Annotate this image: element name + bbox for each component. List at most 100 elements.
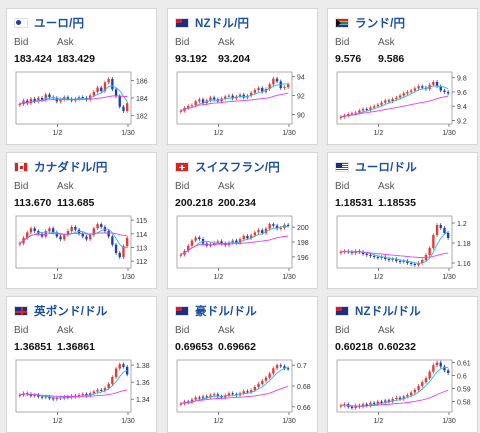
candle-body [51, 228, 55, 233]
y-tick-label: 0.58 [457, 400, 471, 407]
y-tick-label: 0.7 [297, 363, 307, 370]
candle-body [220, 241, 223, 244]
candle-body [253, 232, 257, 236]
candle-body [66, 97, 70, 99]
candle-body [264, 377, 268, 381]
pair-name-link[interactable]: ユーロ/円 [34, 18, 85, 30]
candle-body [111, 78, 114, 90]
candle-body [198, 397, 201, 399]
ma-short-line [180, 225, 289, 256]
rate-card[interactable]: 豪ドル/ドル Bid Ask 0.69653 0.69662 0.7 0.68 0.66 1/2… [167, 296, 318, 433]
candle-body [446, 370, 450, 373]
bid-value: 200.218 [175, 197, 213, 209]
candle-body [413, 88, 417, 91]
y-tick-label: 0.61 [457, 361, 471, 368]
candle-body [253, 387, 257, 391]
candle-body [37, 98, 40, 102]
card-header[interactable]: 英ポンド/ドル [14, 303, 108, 319]
candle-body [51, 398, 55, 400]
x-tick-label: 1/30 [442, 130, 456, 137]
candle-body [81, 394, 84, 396]
y-tick-label: 9.2 [457, 118, 467, 125]
candle-body [421, 260, 424, 263]
ask-label: Ask [378, 37, 395, 48]
y-tick-label: 1.34 [136, 397, 150, 404]
bid-label: Bid [175, 181, 190, 192]
price-chart: 186 184 182 1/2 1/30 [15, 71, 148, 137]
card-header[interactable]: NZドル/円 [175, 15, 249, 31]
candle-body [114, 244, 118, 253]
rate-card[interactable]: NZドル/ドル Bid Ask 0.60218 0.60232 0.61 0.6 0.59 0.… [327, 296, 478, 433]
candle-body [384, 400, 387, 403]
pair-name-link[interactable]: NZドル/ドル [355, 306, 421, 318]
candle-body [55, 397, 59, 400]
x-tick-label: 1/30 [282, 418, 296, 425]
card-header[interactable]: ランド/円 [335, 15, 405, 31]
candle-body [387, 259, 391, 260]
y-tick-label: 92 [297, 94, 305, 101]
flag-ca-icon [14, 162, 28, 172]
pair-name-link[interactable]: ランド/円 [355, 18, 406, 30]
candle-body [48, 94, 51, 98]
candle-body [201, 99, 205, 104]
card-header[interactable]: 豪ドル/ドル [175, 303, 257, 319]
candle-body [63, 235, 66, 240]
ask-value: 0.69662 [218, 341, 256, 353]
y-tick-label: 90 [297, 113, 305, 120]
pair-name-link[interactable]: ユーロ/ドル [355, 162, 417, 174]
rate-card[interactable]: ランド/円 Bid Ask 9.576 9.586 9.8 9.6 9.4 9.2 1/2 1/30 [327, 8, 478, 145]
candle-body [424, 378, 428, 383]
rate-card[interactable]: スイスフラン/円 Bid Ask 200.218 200.234 200 198 196 1/2… [167, 152, 318, 289]
candle-body [275, 225, 279, 229]
bid-value: 9.576 [335, 53, 362, 65]
candle-body [107, 383, 110, 389]
candle-body [402, 93, 405, 96]
price-chart: 9.8 9.6 9.4 9.2 1/2 1/30 [336, 71, 467, 137]
candle-body [114, 368, 118, 378]
card-header[interactable]: スイスフラン/円 [175, 159, 280, 175]
candle-body [409, 392, 413, 396]
candle-body [391, 99, 394, 102]
candle-body [216, 394, 220, 397]
candle-body [372, 256, 376, 257]
y-tick-label: 115 [136, 218, 147, 225]
pair-name-link[interactable]: 豪ドル/ドル [195, 306, 257, 318]
bid-value: 93.192 [175, 53, 208, 65]
candle-body [391, 259, 394, 260]
chart-frame [336, 359, 453, 413]
candle-body [446, 233, 450, 238]
candle-body [114, 89, 118, 97]
candle-body [272, 368, 275, 374]
bid-label: Bid [335, 37, 350, 48]
candle-body [376, 104, 380, 107]
pair-name-link[interactable]: 英ポンド/ドル [34, 306, 108, 318]
y-tick-label: 1.36 [136, 380, 150, 387]
candle-body [339, 252, 343, 254]
candle-body [122, 106, 125, 111]
ask-label: Ask [57, 37, 74, 48]
rate-card[interactable]: 英ポンド/ドル Bid Ask 1.36851 1.36861 1.38 1.36 1.34 1… [6, 296, 157, 433]
rate-card[interactable]: カナダドル/円 Bid Ask 113.670 113.685 115 114 113 112 1… [6, 152, 157, 289]
card-header[interactable]: ユーロ/円 [14, 15, 84, 31]
ma-long-line [19, 389, 128, 397]
flag-eu-icon [14, 18, 28, 28]
bid-value: 113.670 [14, 197, 52, 209]
card-header[interactable]: ユーロ/ドル [335, 159, 417, 175]
candle-body [74, 226, 77, 230]
rate-card[interactable]: NZドル/円 Bid Ask 93.192 93.204 94 92 90 1/2 1/30 [167, 8, 318, 145]
candle-body [428, 371, 431, 379]
pair-name-link[interactable]: スイスフラン/円 [195, 162, 280, 174]
candle-body [66, 231, 70, 236]
candle-body [220, 396, 223, 398]
rate-card[interactable]: ユーロ/円 Bid Ask 183.424 183.429 186 184 182 1/2 1/3… [6, 8, 157, 145]
card-header[interactable]: カナダドル/円 [14, 159, 108, 175]
x-tick-label: 1/2 [214, 274, 224, 281]
y-tick-label: 184 [136, 96, 148, 103]
candle-body [268, 373, 271, 378]
candle-body [242, 391, 245, 394]
pair-name-link[interactable]: NZドル/円 [195, 18, 250, 30]
card-header[interactable]: NZドル/ドル [335, 303, 421, 319]
rate-card[interactable]: ユーロ/ドル Bid Ask 1.18531 1.18535 1.2 1.18 1.16 1/2… [327, 152, 478, 289]
price-chart: 94 92 90 1/2 1/30 [176, 71, 305, 137]
pair-name-link[interactable]: カナダドル/円 [34, 162, 108, 174]
